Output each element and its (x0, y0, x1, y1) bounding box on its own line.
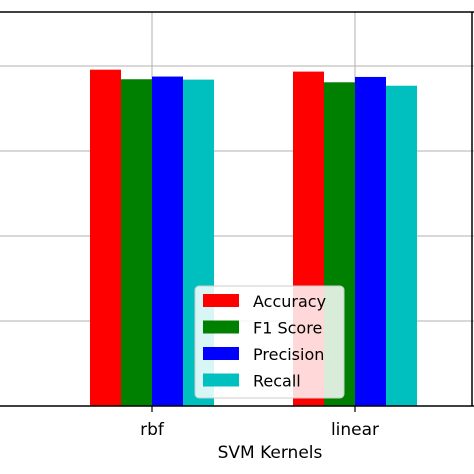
legend-label: F1 Score (253, 319, 322, 338)
bar-f1-score-rbf (121, 79, 152, 407)
bar-precision-rbf (152, 76, 183, 406)
legend-box (194, 285, 345, 399)
x-tick-label: rbf (140, 420, 165, 440)
legend-label: Precision (253, 345, 324, 364)
bars-group (90, 69, 417, 407)
x-ticks: rbf linear (140, 406, 379, 440)
bar-accuracy-rbf (90, 69, 121, 406)
x-axis-label: SVM Kernels (218, 443, 323, 463)
legend-swatch (203, 347, 239, 360)
legend-swatch (203, 373, 239, 387)
legend-swatch (203, 294, 239, 307)
legend: Accuracy F1 Score Precision Recall (194, 285, 345, 399)
bar-precision-linear (355, 76, 386, 406)
legend-label: Recall (253, 372, 301, 391)
axes-frame (0, 11, 474, 407)
legend-swatch (203, 320, 239, 334)
bar-recall-linear (386, 85, 417, 407)
legend-label: Accuracy (253, 292, 326, 311)
x-tick-label: linear (331, 420, 379, 440)
